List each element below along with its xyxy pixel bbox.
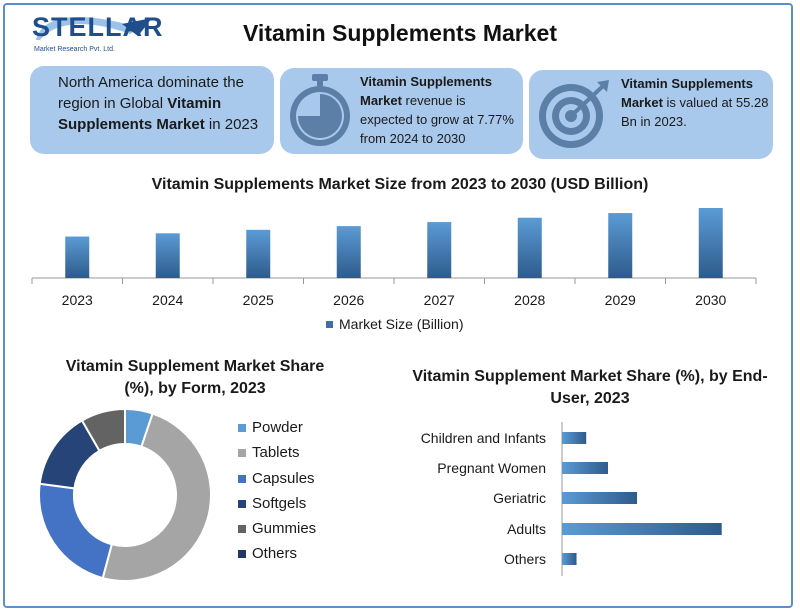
pie-chart-title: Vitamin Supplement Market Share (%), by …	[65, 358, 325, 397]
bar-2029	[608, 213, 633, 278]
legend-label: Market Size (Billion)	[339, 316, 463, 332]
legend-item: Tablets	[238, 443, 316, 468]
slice-tablets	[101, 412, 212, 583]
bar-2030	[698, 207, 723, 278]
legend-label: Capsules	[252, 469, 315, 487]
info-bold-text: Vitamin Supplements Market	[58, 95, 222, 133]
info-bold-text: Vitamin Supplements Market	[621, 76, 753, 110]
legend-swatch	[238, 499, 246, 508]
hbar-chart-title: Vitamin Supplement Market Share (%), by …	[412, 368, 768, 407]
legend-swatch	[238, 550, 246, 559]
legend-label: Powder	[252, 419, 303, 436]
info-text: revenue is expected to grow at 7.77% fro…	[360, 93, 514, 146]
logo-word: STELLAR	[32, 12, 164, 42]
bar-2027	[427, 222, 452, 278]
legend-item: Capsules	[238, 469, 316, 494]
legend-item: Others	[238, 544, 316, 569]
x-tick-label: 2030	[695, 292, 726, 308]
page-title: Vitamin Supplements Market	[243, 20, 557, 46]
info-text: in 2023	[204, 116, 259, 133]
info-box-region-text: North America dominate the region in Glo…	[58, 72, 268, 135]
x-tick-label: 2026	[333, 292, 364, 308]
bar-2028	[517, 217, 542, 278]
market-size-bar-chart: 2023 2024 2025 2026 2027 2028 2029 2030 Market S…	[31, 207, 757, 332]
x-tick-label: 2027	[424, 292, 455, 308]
legend-label: Tablets	[252, 444, 300, 462]
legend-swatch	[326, 321, 333, 328]
y-tick-label: Geriatric	[493, 490, 546, 506]
y-tick-label: Others	[504, 551, 546, 567]
x-tick-label: 2028	[514, 292, 545, 308]
info-box-region: North America dominate the region in Glo…	[30, 66, 274, 154]
info-box-value: Vitamin Supplements Market is valued at …	[529, 70, 773, 159]
y-tick-label: Children and Infants	[421, 430, 546, 446]
logo-subtitle: Market Research Pvt. Ltd.	[34, 46, 115, 53]
pie-legend: Powder Tablets Capsules Softgels Gummies Othe…	[238, 418, 316, 570]
bar-2025	[246, 229, 271, 278]
hbar-adults	[562, 523, 722, 535]
info-box-growth-text: Vitamin Supplements Market revenue is ex…	[360, 72, 520, 148]
y-tick-label: Pregnant Women	[437, 460, 546, 476]
legend-label: Others	[252, 545, 298, 563]
x-tick-label: 2023	[62, 292, 93, 308]
legend-swatch	[238, 449, 246, 458]
x-tick-label: 2025	[243, 292, 274, 308]
legend-swatch	[238, 474, 246, 483]
info-box-value-text: Vitamin Supplements Market is valued at …	[621, 74, 769, 131]
legend-label: Gummies	[252, 520, 317, 538]
bar-2024	[155, 233, 180, 278]
hbar-children-and-infants	[562, 432, 587, 444]
logo-swoosh-icon	[36, 16, 152, 40]
info-text: is valued at 55.28 Bn in 2023.	[621, 95, 769, 129]
bar-2026	[336, 226, 361, 278]
stopwatch-icon	[290, 74, 350, 146]
info-box-growth: Vitamin Supplements Market revenue is ex…	[280, 68, 523, 154]
hbar-geriatric	[562, 492, 638, 504]
hbar-pregnant-women	[562, 462, 608, 474]
bar-chart-title: Vitamin Supplements Market Size from 202…	[151, 176, 649, 193]
info-bold-text: Vitamin Supplements Market	[360, 74, 492, 108]
x-tick-label: 2024	[152, 292, 183, 308]
page-frame	[3, 3, 793, 608]
bar-2023	[65, 236, 90, 278]
hbar-others	[562, 553, 577, 565]
legend-item: Powder	[238, 418, 316, 443]
legend-swatch	[238, 525, 246, 534]
stellar-logo: STELLAR Market Research Pvt. Ltd.	[22, 10, 164, 58]
end-user-bar-chart: Children and Infants Pregnant Women Geriat…	[421, 422, 722, 576]
legend-item: Softgels	[238, 494, 316, 519]
form-share-donut-chart	[38, 407, 212, 583]
legend-item: Gummies	[238, 519, 316, 544]
target-icon	[539, 80, 609, 148]
x-tick-label: 2029	[605, 292, 636, 308]
y-tick-label: Adults	[507, 521, 546, 537]
legend-label: Softgels	[252, 494, 307, 512]
slice-gummies	[80, 407, 126, 453]
slice-capsules	[38, 482, 114, 580]
legend-swatch	[238, 424, 246, 432]
info-text: North America dominate the region in Glo…	[58, 74, 244, 112]
